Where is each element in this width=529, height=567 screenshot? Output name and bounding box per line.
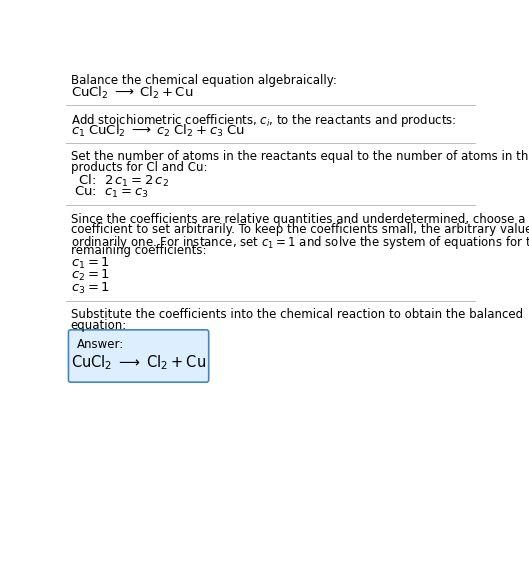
Text: $\mathrm{CuCl_2}\;\longrightarrow\;\mathrm{Cl_2 + Cu}$: $\mathrm{CuCl_2}\;\longrightarrow\;\math…: [71, 84, 193, 101]
Text: equation:: equation:: [71, 319, 127, 332]
Text: Add stoichiometric coefficients, $c_i$, to the reactants and products:: Add stoichiometric coefficients, $c_i$, …: [71, 112, 456, 129]
Text: $c_1\;\mathrm{CuCl_2}\;\longrightarrow\;c_2\;\mathrm{Cl_2} + c_3\;\mathrm{Cu}$: $c_1\;\mathrm{CuCl_2}\;\longrightarrow\;…: [71, 122, 244, 139]
Text: $\mathrm{CuCl_2}\;\longrightarrow\;\mathrm{Cl_2 + Cu}$: $\mathrm{CuCl_2}\;\longrightarrow\;\math…: [71, 353, 206, 371]
Text: remaining coefficients:: remaining coefficients:: [71, 244, 206, 257]
Text: Balance the chemical equation algebraically:: Balance the chemical equation algebraica…: [71, 74, 336, 87]
Text: Cu:  $c_1 = c_3$: Cu: $c_1 = c_3$: [74, 185, 149, 200]
Text: $c_2 = 1$: $c_2 = 1$: [71, 268, 110, 284]
Text: $c_3 = 1$: $c_3 = 1$: [71, 281, 110, 295]
Text: $c_1 = 1$: $c_1 = 1$: [71, 256, 110, 271]
Text: coefficient to set arbitrarily. To keep the coefficients small, the arbitrary va: coefficient to set arbitrarily. To keep …: [71, 223, 529, 236]
Text: products for Cl and Cu:: products for Cl and Cu:: [71, 161, 207, 174]
Text: Set the number of atoms in the reactants equal to the number of atoms in the: Set the number of atoms in the reactants…: [71, 150, 529, 163]
Text: Since the coefficients are relative quantities and underdetermined, choose a: Since the coefficients are relative quan…: [71, 213, 525, 226]
FancyBboxPatch shape: [68, 330, 209, 382]
Text: ordinarily one. For instance, set $c_1 = 1$ and solve the system of equations fo: ordinarily one. For instance, set $c_1 =…: [71, 234, 529, 251]
Text: Cl:  $2\,c_1 = 2\,c_2$: Cl: $2\,c_1 = 2\,c_2$: [74, 173, 169, 189]
Text: Answer:: Answer:: [77, 338, 124, 352]
Text: Substitute the coefficients into the chemical reaction to obtain the balanced: Substitute the coefficients into the che…: [71, 308, 523, 321]
